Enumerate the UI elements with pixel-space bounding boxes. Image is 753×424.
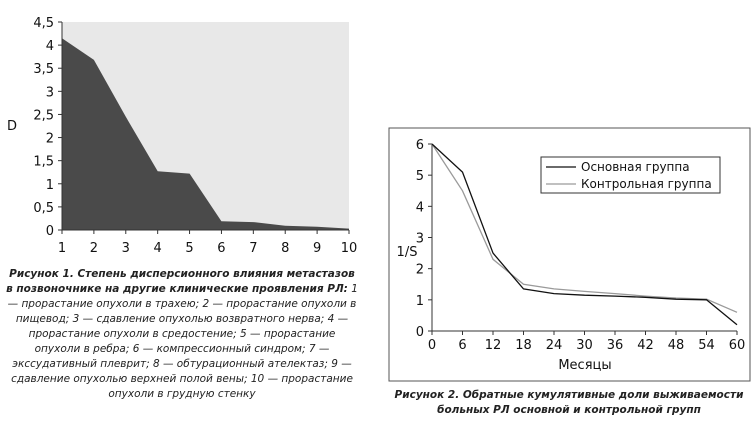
chart-1-y-tick-label: 4 (46, 39, 54, 54)
figure-1-caption: Рисунок 1. Степень дисперсионного влияни… (6, 267, 358, 402)
chart-1-y-tick-label: 2 (46, 132, 54, 147)
chart-1-x-tick-label: 3 (122, 241, 130, 256)
chart-2-y-tick-label: 4 (416, 200, 424, 215)
chart-2-x-tick-label: 36 (607, 338, 624, 353)
legend-label-control: Контрольная группа (581, 177, 712, 191)
chart-2-x-axis-label: Месяцы (558, 358, 611, 373)
chart-1-y-tick-label: 0 (46, 224, 54, 239)
chart-2-y-tick-label: 2 (416, 263, 424, 278)
figure-1-caption-title: Рисунок 1. Степень дисперсионного влияни… (6, 268, 355, 295)
series-line-main-group (431, 143, 738, 326)
chart-1-y-tick-label: 4,5 (33, 16, 54, 31)
chart-2-x-tick-label: 30 (576, 338, 593, 353)
chart-1-x-tick-label: 5 (185, 241, 193, 256)
chart-2-x-tick-label: 12 (485, 338, 502, 353)
chart-1-y-tick-label: 2,5 (33, 108, 54, 123)
chart-2-legend: Основная группа Контрольная группа (540, 156, 721, 194)
chart-2-x-tick-label: 48 (668, 338, 685, 353)
series-line-control-group (431, 143, 738, 313)
figure-1-caption-body: 1 — прорастание опухоли в трахею; 2 — пр… (7, 283, 358, 400)
chart-2-x-tick-label: 54 (698, 338, 715, 353)
chart-1-y-tick-label: 1,5 (33, 155, 54, 170)
chart-1-y-tick-label: 3,5 (33, 62, 54, 77)
chart-1-y-tick-label: 3 (46, 85, 54, 100)
chart-2-x-tick-label: 42 (637, 338, 654, 353)
chart-1-x-tick-label: 4 (154, 241, 162, 256)
legend-label-main: Основная группа (581, 160, 690, 174)
chart-2-x-tick-label: 24 (546, 338, 563, 353)
chart-2-x-tick-label: 0 (428, 338, 436, 353)
chart-2-x-tick-label: 18 (515, 338, 532, 353)
chart-2-y-axis-label: 1/S (397, 245, 418, 260)
chart-2-y-tick-label: 3 (416, 232, 424, 247)
chart-2-x-tick-label: 60 (729, 338, 746, 353)
chart-1-x-tick-label: 8 (281, 241, 289, 256)
chart-1-y-tick-label: 1 (46, 178, 54, 193)
chart-1-area-series (62, 38, 349, 231)
chart-2-y-tick-label: 6 (416, 138, 424, 153)
chart-2-y-tick-label: 0 (416, 325, 424, 340)
chart-1-x-tick-label: 6 (217, 241, 225, 256)
chart-2-y-tick-label: 1 (416, 294, 424, 309)
chart-1-x-tick-label: 9 (313, 241, 321, 256)
chart-1-x-tick-label: 2 (90, 241, 98, 256)
chart-1-x-tick-label: 7 (249, 241, 257, 256)
chart-2-y-tick-label: 5 (416, 169, 424, 184)
chart-2-x-tick-label: 6 (458, 338, 466, 353)
chart-1-y-axis-label: D (7, 119, 17, 134)
chart-1-y-tick-label: 0,5 (33, 201, 54, 216)
chart-1-x-tick-label: 10 (341, 241, 358, 256)
chart-1: 0 0,5 1 1,5 2 2,5 3 3,5 4 4,5 1 2 3 4 5 6 7 8 9 10 D (7, 16, 357, 256)
chart-1-x-tick-label: 1 (58, 241, 66, 256)
figure-2-caption: Рисунок 2. Обратные кумулятивные доли вы… (394, 389, 744, 416)
chart-2-legend-box (540, 156, 721, 194)
